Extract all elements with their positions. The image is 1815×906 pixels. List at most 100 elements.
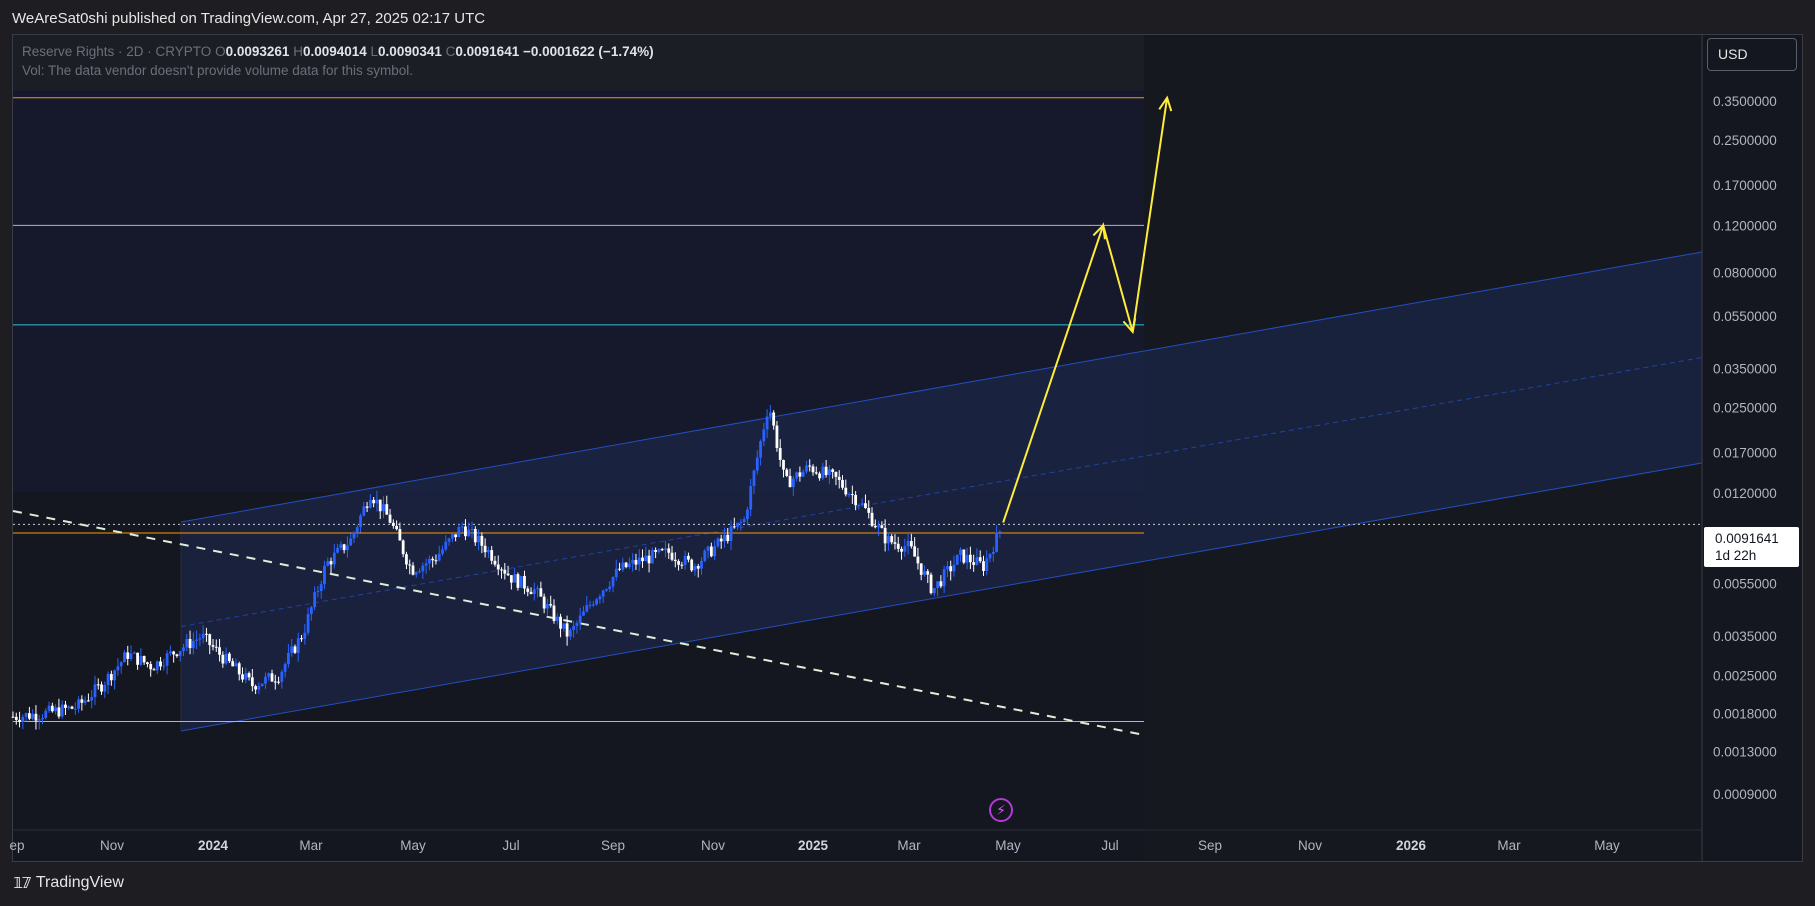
- candle-body: [660, 549, 664, 551]
- candle-body: [319, 584, 323, 592]
- candle-body: [624, 562, 628, 568]
- candle-body: [414, 572, 418, 575]
- candle-body: [627, 563, 631, 568]
- candle-body: [975, 557, 979, 565]
- candle-body: [716, 538, 720, 547]
- candle-body: [664, 548, 667, 550]
- y-tick-label: 0.3500000: [1713, 94, 1777, 109]
- candle-body: [77, 699, 80, 709]
- candle-body: [539, 588, 543, 597]
- projection-arrowhead: [1092, 223, 1106, 240]
- candle-body: [591, 604, 595, 606]
- candle-body: [555, 616, 559, 621]
- candle-body: [224, 653, 228, 664]
- x-tick-label: May: [400, 838, 426, 853]
- candle-body: [775, 425, 779, 448]
- candle-body: [723, 534, 726, 542]
- candle-body: [306, 614, 310, 633]
- lightning-icon[interactable]: ⚡: [989, 798, 1013, 822]
- tradingview-logo[interactable]: 𝟙𝟟 TradingView: [13, 874, 124, 892]
- y-tick-label: 0.1700000: [1713, 178, 1777, 193]
- candle-body: [637, 557, 641, 565]
- candle-body: [847, 494, 851, 496]
- candle-body: [408, 564, 412, 566]
- candle-body: [988, 554, 992, 559]
- candle-body: [982, 561, 985, 571]
- candle-body: [70, 706, 74, 709]
- candle-body: [264, 676, 267, 684]
- candle-body: [198, 638, 202, 640]
- candle-body: [903, 546, 907, 552]
- candle-body: [444, 541, 448, 550]
- candle-body: [129, 653, 133, 659]
- candle-body: [395, 525, 399, 530]
- candle-body: [316, 591, 320, 593]
- candle-body: [336, 547, 339, 553]
- y-tick-label: 0.0170000: [1713, 446, 1777, 461]
- candle-body: [277, 681, 280, 683]
- candle-body: [772, 412, 776, 426]
- candle-body: [152, 669, 156, 671]
- candle-body: [808, 465, 812, 467]
- channel-midline: [180, 357, 1703, 627]
- volume-note: Vol: The data vendor doesn't provide vol…: [22, 63, 414, 78]
- high-label: H: [293, 44, 303, 59]
- candle-body: [464, 526, 467, 537]
- candle-body: [932, 587, 936, 594]
- candle-body: [254, 686, 258, 690]
- candle-body: [559, 616, 562, 629]
- candle-body: [634, 559, 638, 565]
- candle-body: [168, 651, 172, 654]
- candle-body: [654, 550, 658, 552]
- candle-body: [729, 526, 733, 542]
- candle-body: [900, 548, 903, 552]
- last-price-tag: 0.0091641 1d 22h: [1704, 527, 1799, 567]
- candle-body: [218, 647, 221, 655]
- channel-top: [180, 251, 1703, 523]
- candle-body: [785, 469, 789, 476]
- candle-body: [165, 653, 169, 666]
- candle-body: [677, 561, 680, 565]
- candle-body: [365, 506, 369, 508]
- channel-bottom: [180, 462, 1703, 732]
- x-tick-label: May: [1594, 838, 1620, 853]
- candle-body: [424, 563, 428, 566]
- candle-body: [90, 697, 94, 701]
- candle-body: [208, 634, 212, 646]
- candle-body: [349, 538, 353, 546]
- candle-body: [611, 577, 615, 587]
- candle-body: [529, 591, 533, 595]
- candle-body: [470, 528, 474, 530]
- close-value: 0.0091641: [455, 44, 520, 59]
- candle-body: [532, 589, 536, 595]
- candle-body: [103, 685, 107, 692]
- candle-body: [27, 713, 31, 719]
- symbol-name[interactable]: Reserve Rights · 2D · CRYPTO: [22, 44, 212, 59]
- candle-body: [824, 466, 828, 476]
- candle-body: [500, 569, 503, 571]
- candle-body: [352, 532, 356, 539]
- candle-body: [385, 504, 389, 515]
- candle-body: [106, 673, 110, 686]
- candle-body: [493, 560, 497, 565]
- candle-body: [850, 494, 854, 496]
- candle-body: [719, 538, 723, 542]
- descending-trendline: [12, 510, 1145, 736]
- candle-body: [857, 504, 861, 506]
- candle-body: [437, 553, 441, 561]
- candle-body: [509, 575, 513, 583]
- candle-body: [41, 717, 44, 720]
- candle-body: [250, 677, 254, 687]
- candle-body: [244, 673, 248, 680]
- candle-body: [388, 514, 392, 523]
- candle-body: [506, 573, 510, 576]
- projection-path: [1002, 97, 1169, 523]
- candle-body: [441, 549, 444, 554]
- candle-body: [991, 551, 995, 555]
- candle-body: [985, 558, 989, 571]
- candle-body: [811, 466, 815, 473]
- candle-body: [178, 651, 182, 657]
- currency-button[interactable]: USD: [1707, 38, 1797, 71]
- x-tick-label: Nov: [1298, 838, 1322, 853]
